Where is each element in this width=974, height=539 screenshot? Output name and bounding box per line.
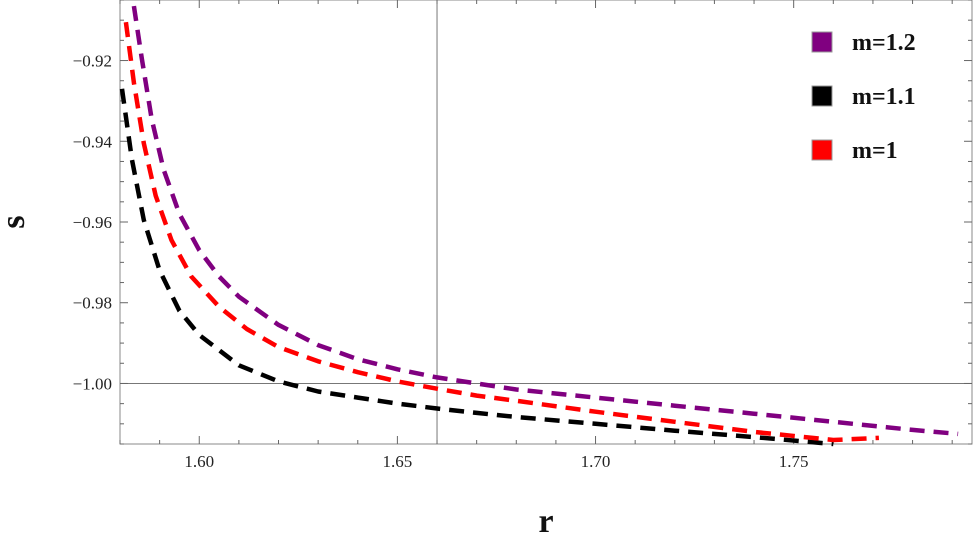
x-axis-title: r (538, 503, 553, 539)
legend-swatch (811, 139, 833, 161)
y-axis-title: s (0, 215, 32, 228)
x-tick-label: 1.65 (383, 452, 413, 471)
y-tick-label: −0.96 (73, 213, 112, 232)
y-tick-label: −1.00 (73, 374, 112, 393)
y-tick-label: −0.92 (73, 52, 112, 71)
legend-swatch (811, 85, 833, 107)
legend-label: m=1.2 (852, 30, 916, 56)
x-tick-label: 1.60 (184, 452, 214, 471)
legend-swatch (811, 31, 833, 53)
series-layer (119, 5, 959, 447)
axis-ticks: 1.60 1.65 1.70 1.75 −0.92 −0.94 −0.96 −0.98 −1.0… (73, 0, 972, 471)
legend-label: m=1.1 (852, 84, 916, 110)
plot-frame (119, 0, 973, 445)
x-tick-label: 1.75 (779, 452, 809, 471)
legend-label: m=1 (852, 138, 898, 164)
legend: m=1.2 m=1.1 m=1 (811, 30, 916, 164)
y-tick-label: −0.98 (73, 294, 112, 313)
series-line-m-1 (123, 21, 880, 443)
series-line-m-1-1 (119, 88, 834, 447)
x-tick-label: 1.70 (581, 452, 611, 471)
y-tick-label: −0.94 (73, 132, 113, 151)
series-line-m-1-2 (131, 5, 959, 437)
